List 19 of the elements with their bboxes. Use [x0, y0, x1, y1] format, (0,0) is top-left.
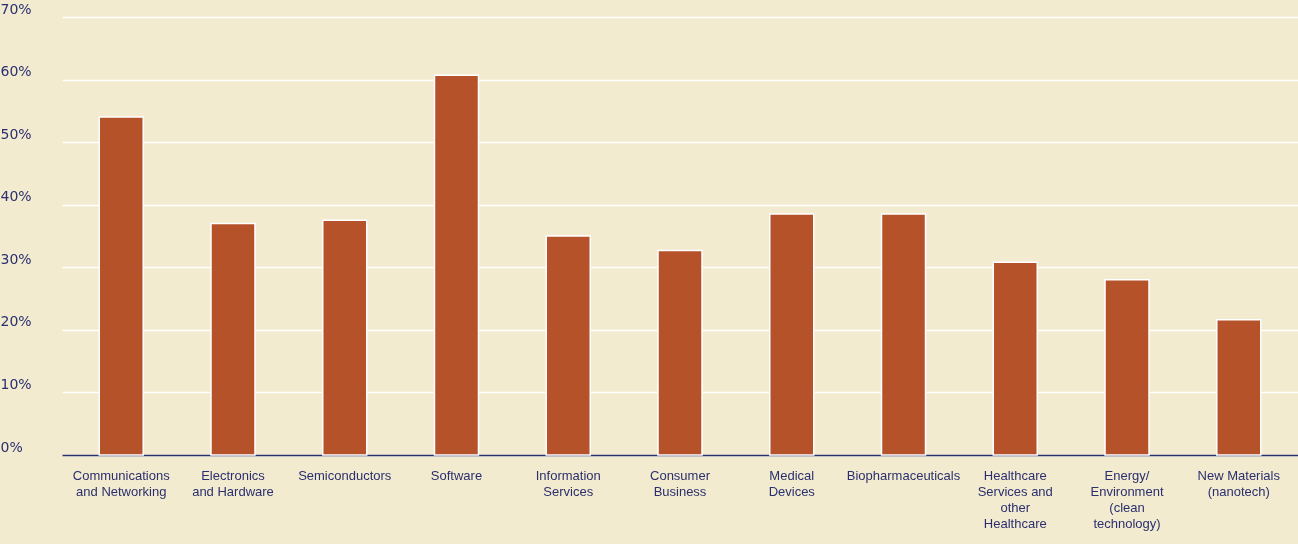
x-tick-label: New Materials (nanotech)	[1197, 467, 1281, 499]
y-tick-label: 30%	[0, 250, 32, 267]
x-tick-label: Biopharmaceuticals	[846, 467, 961, 483]
x-tick-label: Healthcare Services and other Healthcare	[977, 467, 1053, 531]
x-tick-label: Communications and Networking	[72, 467, 171, 499]
y-tick-label: 70%	[0, 0, 32, 17]
y-tick-label: 10%	[0, 375, 32, 392]
x-tick-label: Semiconductors	[298, 467, 392, 483]
x-tick-label: Consumer Business	[650, 467, 711, 499]
x-tick-label: Electronics and Hardware	[192, 467, 274, 499]
y-tick-label: 50%	[0, 125, 32, 142]
y-tick-label: 0%	[0, 438, 23, 455]
x-tick-label: Energy/ Environment (clean technology)	[1090, 467, 1164, 531]
y-tick-label: 20%	[0, 313, 32, 330]
y-tick-label: 40%	[0, 188, 32, 205]
y-tick-label: 60%	[0, 63, 32, 80]
x-tick-label: Medical Devices	[768, 467, 816, 499]
x-tick-label: Information Services	[535, 467, 601, 499]
x-tick-label: Software	[430, 467, 483, 483]
